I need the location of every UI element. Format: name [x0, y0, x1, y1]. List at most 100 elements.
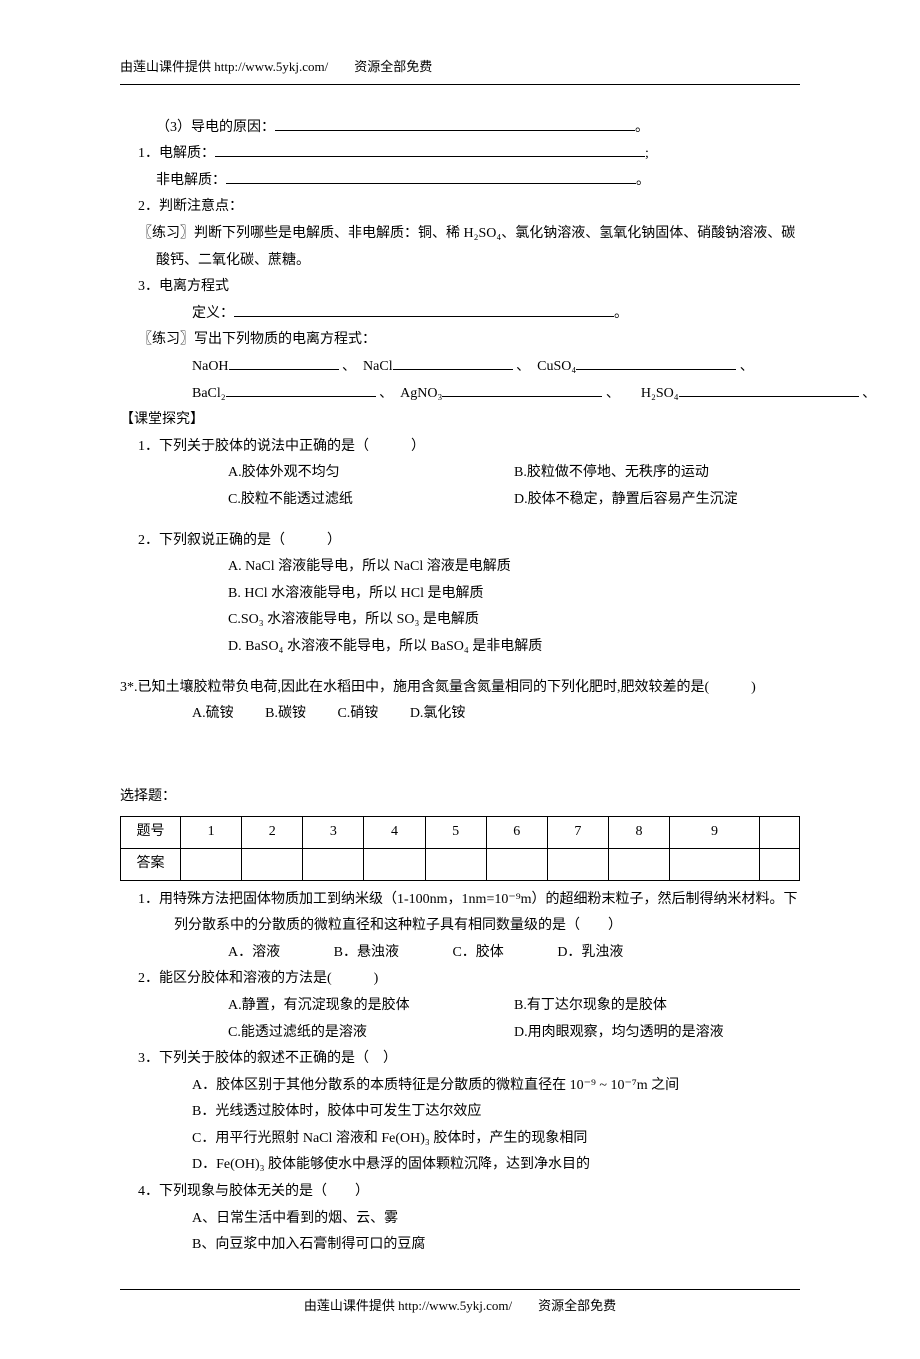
- text: 3*.已知土壤胶粒带负电荷,因此在水稻田中，施用含氮量含氮量相同的下列化肥时,肥…: [120, 680, 756, 695]
- col-9: 9: [670, 817, 760, 849]
- formula-nacl: 、 NaCl: [342, 359, 393, 374]
- p1-opt-b: B．悬浊液: [334, 945, 399, 960]
- p4: 4．下列现象与胶体无关的是（ ）: [120, 1179, 800, 1206]
- q2-opt-b: B. HCl 水溶液能导电，所以 HCl 是电解质: [120, 581, 800, 608]
- answer-table: 题号 1 2 3 4 5 6 7 8 9 答案: [120, 816, 800, 880]
- sep: 、: [740, 359, 754, 374]
- p3-opt-c: C．用平行光照射 NaCl 溶液和 Fe(OH)₃ 胶体时，产生的现象相同: [120, 1126, 800, 1153]
- row-header-a: 答案: [121, 848, 181, 880]
- equation-row-1: NaOH 、 NaCl 、 CuSO₄ 、: [120, 354, 800, 381]
- p1-opt-c: C．胶体: [452, 945, 503, 960]
- blank-line[interactable]: [234, 303, 614, 317]
- p1-opt-a: A．溶液: [228, 945, 280, 960]
- p3-opt-a: A．胶体区别于其他分散系的本质特征是分散质的微粒直径在 10⁻⁹ ~ 10⁻⁷m…: [120, 1073, 800, 1100]
- formula-naoh: NaOH: [192, 359, 229, 374]
- col-5: 5: [425, 817, 486, 849]
- q3: 3*.已知土壤胶粒带负电荷,因此在水稻田中，施用含氮量含氮量相同的下列化肥时,肥…: [120, 675, 800, 702]
- q1-opt-d: D.胶体不稳定，静置后容易产生沉淀: [514, 487, 800, 514]
- table-row: 答案: [121, 848, 800, 880]
- text: 1．电解质：: [138, 146, 215, 161]
- text: （3）导电的原因：: [156, 120, 275, 135]
- sep: 、: [862, 386, 876, 401]
- blank-line[interactable]: [215, 143, 645, 157]
- equation-row-2: BaCl₂ 、 AgNO₃ 、 H₂SO₄ 、: [120, 381, 800, 408]
- text: 定义：: [192, 306, 234, 321]
- q1-opt-a: A.胶体外观不均匀: [228, 460, 514, 487]
- section-classroom: 【课堂探究】: [120, 407, 800, 434]
- ans-cell[interactable]: [486, 848, 547, 880]
- q2-opt-a: A. NaCl 溶液能导电，所以 NaCl 溶液是电解质: [120, 554, 800, 581]
- p2: 2．能区分胶体和溶液的方法是( ): [120, 966, 800, 993]
- ans-cell[interactable]: [547, 848, 608, 880]
- p3: 3．下列关于胶体的叙述不正确的是（ ）: [120, 1046, 800, 1073]
- formula-agno3: 、 AgNO₃: [379, 386, 442, 401]
- col-3: 3: [303, 817, 364, 849]
- col-extra: [760, 817, 800, 849]
- row-header-q: 题号: [121, 817, 181, 849]
- header-rule: [120, 84, 800, 85]
- q3-opt-b: B.碳铵: [265, 706, 306, 721]
- blank-line[interactable]: [275, 117, 635, 131]
- formula-h2so4: 、 H₂SO₄: [606, 386, 679, 401]
- q1-options-row1: A.胶体外观不均匀 B.胶粒做不停地、无秩序的运动: [120, 460, 800, 487]
- ans-cell[interactable]: [670, 848, 760, 880]
- formula-cuso4: 、 CuSO₄: [516, 359, 576, 374]
- footer-rule: [120, 1289, 800, 1290]
- blank-line[interactable]: [226, 383, 376, 397]
- blank-line[interactable]: [226, 170, 636, 184]
- col-4: 4: [364, 817, 425, 849]
- text: 〖练习〗判断下列哪些是电解质、非电解质：铜、稀 H₂SO₄、氯化钠溶液、氢氧化钠…: [138, 226, 795, 268]
- p2-opt-c: C.能透过滤纸的是溶液: [228, 1020, 514, 1047]
- blank-line[interactable]: [679, 383, 859, 397]
- q3-opt-d: D.氯化铵: [410, 706, 466, 721]
- line-cause: （3）导电的原因：。: [120, 115, 800, 142]
- ans-cell[interactable]: [181, 848, 242, 880]
- page-footer: 由莲山课件提供 http://www.5ykj.com/ 资源全部免费: [120, 1294, 800, 1319]
- table-row: 题号 1 2 3 4 5 6 7 8 9: [121, 817, 800, 849]
- col-1: 1: [181, 817, 242, 849]
- col-2: 2: [242, 817, 303, 849]
- document-content: （3）导电的原因：。 1．电解质：; 非电解质：。 2．判断注意点： 〖练习〗判…: [120, 115, 800, 1259]
- p4-opt-b: B、向豆浆中加入石膏制得可口的豆腐: [120, 1232, 800, 1259]
- ans-cell[interactable]: [425, 848, 486, 880]
- q2: 2．下列叙说正确的是（ ）: [120, 528, 800, 555]
- p2-opt-d: D.用肉眼观察，均匀透明的是溶液: [514, 1020, 800, 1047]
- p1-options: A．溶液 B．悬浊液 C．胶体 D．乳浊液: [120, 940, 800, 967]
- p4-opt-a: A、日常生活中看到的烟、云、雾: [120, 1206, 800, 1233]
- q1-options-row2: C.胶粒不能透过滤纸 D.胶体不稳定，静置后容易产生沉淀: [120, 487, 800, 514]
- formula-bacl2: BaCl₂: [192, 386, 226, 401]
- p3-opt-d: D．Fe(OH)₃ 胶体能够使水中悬浮的固体颗粒沉降，达到净水目的: [120, 1152, 800, 1179]
- line-electrolyte: 1．电解质：;: [120, 141, 800, 168]
- col-8: 8: [608, 817, 669, 849]
- ans-cell[interactable]: [608, 848, 669, 880]
- p2-opt-b: B.有丁达尔现象的是胶体: [514, 993, 800, 1020]
- line-ionization: 3．电离方程式: [120, 274, 800, 301]
- col-7: 7: [547, 817, 608, 849]
- blank-line[interactable]: [442, 383, 602, 397]
- page-header: 由莲山课件提供 http://www.5ykj.com/ 资源全部免费: [120, 55, 800, 80]
- exercise-judge: 〖练习〗判断下列哪些是电解质、非电解质：铜、稀 H₂SO₄、氯化钠溶液、氢氧化钠…: [138, 221, 800, 274]
- text: 非电解质：: [156, 173, 226, 188]
- q2-opt-c: C.SO₃ 水溶液能导电，所以 SO₃ 是电解质: [120, 607, 800, 634]
- line-non-electrolyte: 非电解质：。: [120, 168, 800, 195]
- text: 1．用特殊方法把固体物质加工到纳米级（1-100nm，1nm=10⁻⁹m）的超细…: [138, 892, 798, 934]
- line-definition: 定义：。: [120, 301, 800, 328]
- q1: 1．下列关于胶体的说法中正确的是（ ）: [120, 434, 800, 461]
- col-6: 6: [486, 817, 547, 849]
- q3-opt-a: A.硫铵: [192, 706, 234, 721]
- blank-line[interactable]: [393, 356, 513, 370]
- p2-opt-a: A.静置，有沉淀现象的是胶体: [228, 993, 514, 1020]
- exercise-write: 〖练习〗写出下列物质的电离方程式：: [120, 327, 800, 354]
- p1: 1．用特殊方法把固体物质加工到纳米级（1-100nm，1nm=10⁻⁹m）的超细…: [138, 887, 800, 940]
- blank-line[interactable]: [576, 356, 736, 370]
- blank-line[interactable]: [229, 356, 339, 370]
- q1-opt-b: B.胶粒做不停地、无秩序的运动: [514, 460, 800, 487]
- ans-cell[interactable]: [303, 848, 364, 880]
- q3-opt-c: C.硝铵: [337, 706, 378, 721]
- p3-opt-b: B．光线透过胶体时，胶体中可发生丁达尔效应: [120, 1099, 800, 1126]
- ans-cell[interactable]: [760, 848, 800, 880]
- p1-opt-d: D．乳浊液: [557, 945, 623, 960]
- ans-cell[interactable]: [242, 848, 303, 880]
- mc-label: 选择题：: [120, 784, 800, 811]
- ans-cell[interactable]: [364, 848, 425, 880]
